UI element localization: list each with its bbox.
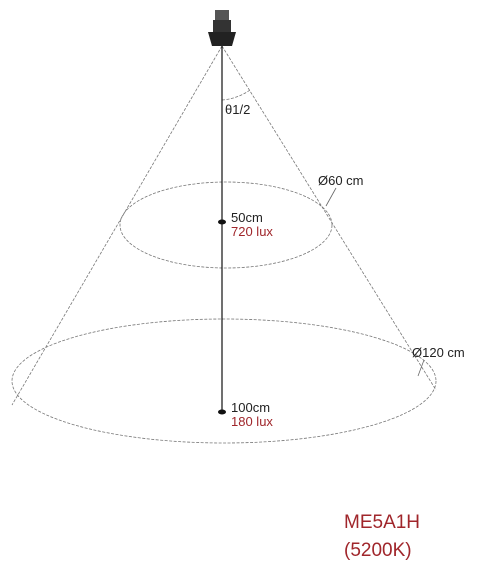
- leader-line: [417, 359, 425, 377]
- beam-cone: [11, 45, 437, 444]
- angle-label: θ1/2: [225, 102, 250, 117]
- point-50: [218, 219, 226, 225]
- leader-line: [325, 187, 337, 207]
- lamp-icon: [208, 10, 236, 46]
- distance-label: 100cm: [231, 400, 270, 415]
- diameter-label: Ø60 cm: [318, 173, 364, 188]
- distance-label: 50cm: [231, 210, 263, 225]
- point-100: [218, 409, 226, 415]
- diameter-label: Ø120 cm: [412, 345, 465, 360]
- model-name: ME5A1H: [344, 512, 420, 533]
- lux-label: 180 lux: [231, 414, 273, 429]
- model-cct: (5200K): [344, 540, 412, 561]
- lux-label: 720 lux: [231, 224, 273, 239]
